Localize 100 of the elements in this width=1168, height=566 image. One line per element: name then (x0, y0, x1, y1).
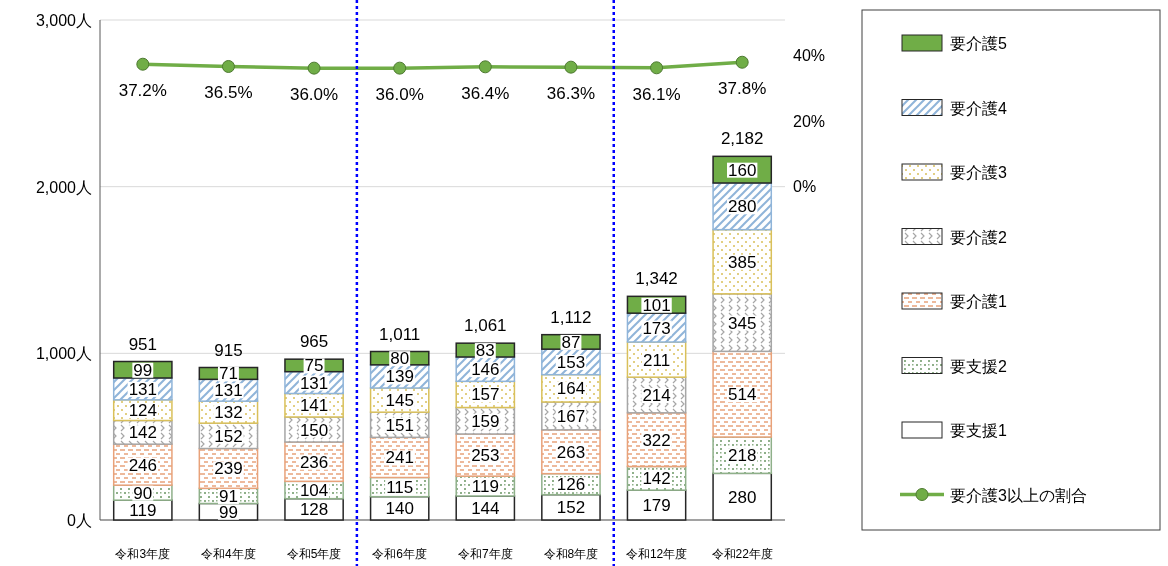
point (564, 60, 578, 74)
legend-label: 要介護5 (950, 35, 1007, 52)
y-tick-label: 2,000人 (35, 178, 92, 196)
data-label: 37.8% (718, 79, 767, 99)
data-label: 36.5% (204, 83, 253, 103)
total-label: 2,182 (720, 129, 764, 149)
data-label: 160 (728, 160, 757, 180)
data-label: 280 (728, 197, 757, 217)
total-label: 951 (128, 334, 157, 354)
point (221, 60, 235, 73)
y2-tick-label: 20% (793, 112, 826, 130)
data-label: 131 (214, 381, 243, 401)
data-label: 218 (728, 446, 757, 466)
data-label: 124 (128, 401, 157, 421)
data-label: 36.0% (375, 85, 424, 105)
x-tick-label: 令和5年度 (286, 547, 342, 561)
total-label: 1,112 (550, 307, 592, 327)
point (650, 61, 664, 75)
data-label: 167 (556, 406, 586, 426)
data-label: 152 (556, 498, 586, 518)
data-label: 151 (385, 415, 414, 435)
y2-tick-label: 0% (793, 178, 817, 196)
data-label: 514 (728, 385, 757, 405)
data-label: 211 (643, 350, 671, 370)
data-label: 241 (385, 448, 414, 468)
x-tick-label: 令和4年度 (201, 547, 256, 561)
data-label: 179 (642, 496, 671, 516)
y-tick-label: 0人 (67, 512, 92, 529)
data-label: 280 (728, 487, 757, 507)
data-label: 214 (642, 386, 671, 405)
x-tick-label: 令和22年度 (711, 547, 773, 561)
data-label: 152 (214, 426, 243, 446)
data-label: 36.3% (546, 84, 596, 104)
data-label: 146 (471, 360, 500, 380)
data-label: 142 (642, 469, 671, 489)
data-label: 142 (128, 423, 157, 443)
point (393, 61, 407, 75)
data-label: 145 (385, 391, 414, 411)
data-label: 99 (133, 360, 153, 380)
data-label: 83 (475, 341, 495, 361)
legend-label: 要介護1 (950, 293, 1007, 310)
bar (712, 228, 773, 295)
data-label: 104 (299, 481, 329, 500)
data-label: 164 (556, 379, 586, 399)
data-label: 115 (386, 478, 414, 498)
data-label: 385 (728, 252, 757, 272)
data-label: 71 (218, 364, 238, 384)
data-label: 236 (299, 452, 329, 472)
total-label: 915 (214, 340, 243, 360)
data-label: 157 (471, 385, 500, 405)
data-label: 322 (642, 430, 671, 450)
data-label: 239 (214, 459, 243, 479)
data-label: 140 (385, 499, 414, 519)
total-label: 1,011 (379, 324, 421, 344)
x-tick-label: 令和6年度 (372, 547, 428, 561)
data-label: 126 (556, 475, 586, 495)
data-label: 132 (214, 403, 243, 423)
data-label: 139 (385, 367, 414, 387)
data-label: 128 (299, 500, 329, 520)
total-label: 1,061 (464, 316, 507, 336)
data-label: 90 (133, 483, 153, 503)
point (478, 60, 492, 74)
data-label: 91 (218, 486, 238, 506)
legend-label: 要介護2 (950, 228, 1007, 246)
data-label: 75 (304, 356, 324, 376)
data-label: 153 (556, 352, 586, 372)
y-tick-label: 3,000人 (35, 12, 92, 29)
data-label: 36.1% (632, 84, 681, 104)
legend-label: 要支援1 (950, 422, 1007, 439)
point (307, 61, 321, 75)
data-label: 141 (299, 396, 329, 416)
data-label: 150 (299, 420, 329, 440)
legend-label: 要介護4 (950, 99, 1007, 117)
x-tick-label: 令和7年度 (457, 547, 513, 561)
data-label: 345 (728, 313, 757, 333)
data-label: 173 (642, 318, 671, 338)
data-label: 131 (299, 373, 329, 393)
data-label: 159 (471, 411, 500, 431)
point (136, 57, 150, 71)
data-label: 263 (556, 442, 586, 462)
data-label: 80 (390, 349, 410, 369)
legend-label: 要介護3 (950, 164, 1007, 181)
legend-label: 要支援2 (950, 357, 1007, 375)
data-label: 36.4% (461, 83, 510, 103)
point (735, 55, 749, 69)
legend-label: 要介護3以上の割合 (950, 486, 1087, 504)
y2-tick-label: 40% (793, 47, 826, 65)
y-tick-label: 1,000人 (35, 345, 92, 363)
data-label: 119 (129, 501, 157, 521)
x-tick-label: 令和8年度 (543, 547, 599, 561)
data-label: 253 (471, 446, 500, 466)
data-label: 36.0% (289, 85, 339, 105)
x-tick-label: 令和12年度 (625, 547, 688, 561)
data-label: 131 (128, 379, 157, 399)
data-label: 101 (642, 295, 671, 315)
total-label: 965 (299, 332, 329, 352)
x-tick-label: 令和3年度 (115, 547, 171, 561)
data-label: 144 (471, 499, 500, 518)
data-label: 99 (218, 502, 238, 522)
data-label: 246 (128, 455, 157, 475)
